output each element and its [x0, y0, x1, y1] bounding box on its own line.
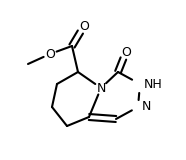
- Text: NH: NH: [144, 77, 163, 91]
- Text: N: N: [96, 81, 106, 95]
- Text: O: O: [45, 48, 55, 60]
- Text: O: O: [79, 20, 89, 32]
- Text: N: N: [142, 100, 151, 113]
- Text: O: O: [121, 45, 131, 59]
